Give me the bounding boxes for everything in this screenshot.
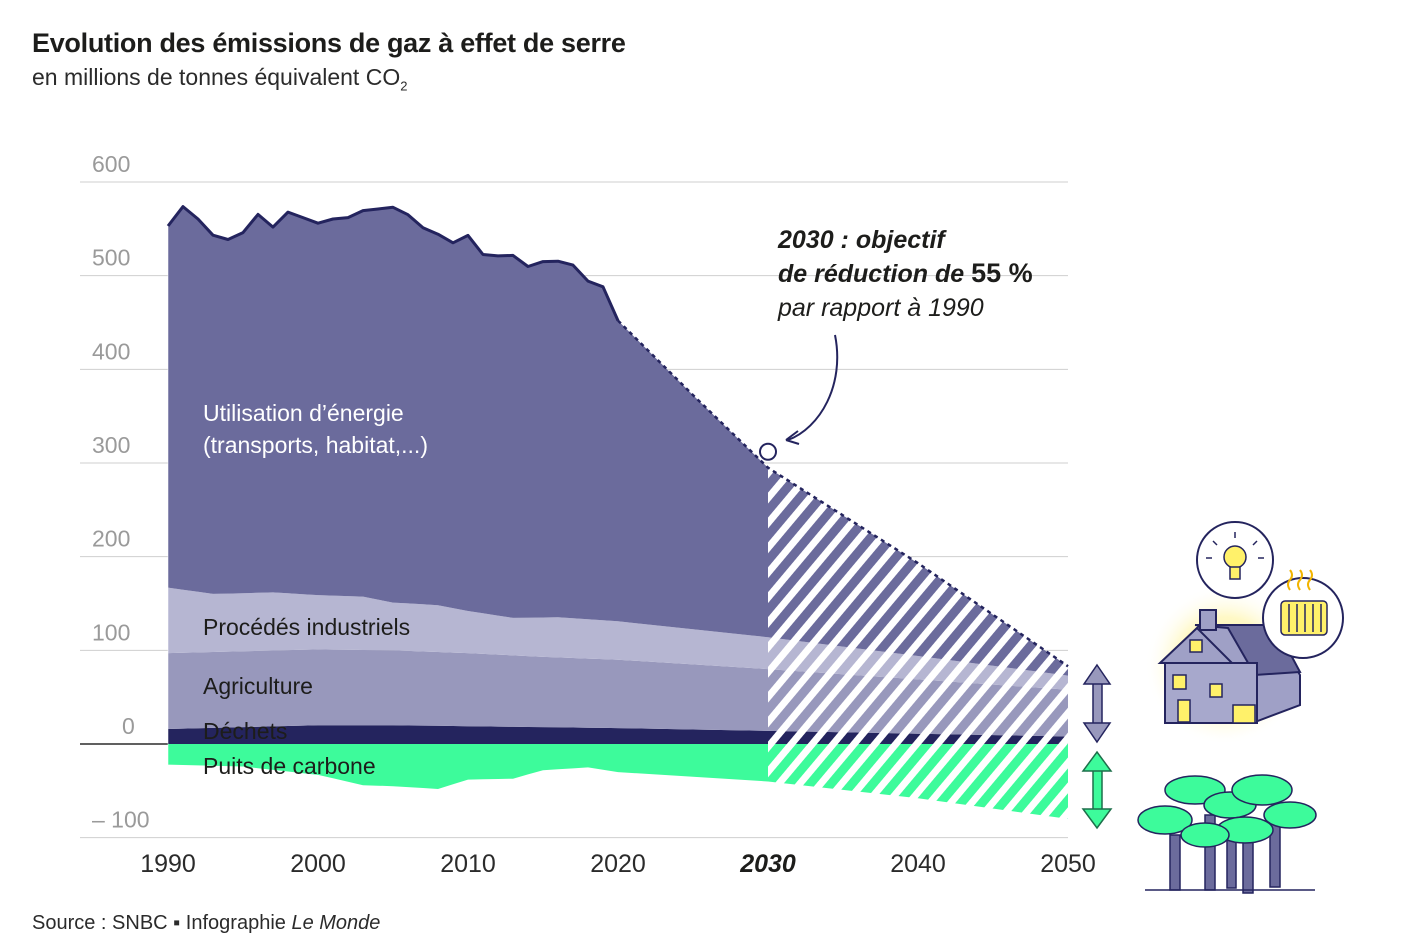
annotation-arrowhead	[785, 430, 800, 445]
subtitle-subscript: 2	[400, 78, 408, 94]
area-utilisation-energie-projection	[768, 467, 1068, 676]
label-utilisation-energie-detail: (transports, habitat,...)	[203, 432, 428, 458]
total-line-historical	[166, 205, 620, 322]
area-puits-de-carbone-projection	[768, 744, 1068, 819]
area-procedes-industriels	[168, 587, 768, 670]
annotation-pointer	[787, 334, 839, 441]
x-tick-label: 2020	[590, 850, 646, 878]
source-italic: Le Monde	[291, 912, 381, 934]
target-point-marker	[759, 442, 777, 461]
x-tick-label: 2050	[1040, 850, 1096, 878]
label-dechets: Déchets	[203, 718, 287, 744]
label-utilisation-energie: Utilisation d’énergie	[203, 400, 404, 426]
area-utilisation-energie	[168, 206, 768, 638]
annotation-value: 55 %	[971, 258, 1033, 288]
x-axis-ticks: 1990 2000 2010 2020 2030 2040 2050	[140, 850, 1096, 878]
y-tick-label: 0	[122, 713, 135, 739]
annotation-line2: de réduction de 55 %	[778, 258, 1033, 288]
total-line-projection	[617, 319, 1069, 668]
area-procedes-industriels-projection	[768, 637, 1068, 690]
y-tick-label: 400	[92, 338, 130, 364]
x-tick-label: 1990	[140, 850, 196, 878]
chart-title: Evolution des émissions de gaz à effet d…	[32, 28, 626, 58]
radiator-icon	[1262, 569, 1344, 659]
x-tick-label: 2010	[440, 850, 496, 878]
series-labels: Utilisation d’énergie (transports, habita…	[203, 400, 428, 779]
area-agriculture-projection	[768, 669, 1068, 737]
annotation: 2030 : objectif de réduction de 55 % par…	[777, 226, 1033, 445]
y-tick-label: 300	[92, 432, 130, 458]
lightbulb-icon	[1196, 521, 1274, 599]
chart-subtitle: en millions de tonnes équivalent CO2	[32, 64, 407, 94]
label-puits-de-carbone: Puits de carbone	[203, 753, 376, 779]
x-tick-label: 2040	[890, 850, 946, 878]
double-arrow-green-icon	[1081, 750, 1113, 830]
y-axis-ticks: 600 500 400 300 200 100 0 – 100	[92, 151, 150, 833]
area-puits-de-carbone	[168, 744, 768, 789]
annotation-line2-prefix: de réduction de	[778, 260, 971, 288]
label-agriculture: Agriculture	[203, 673, 313, 699]
area-dechets	[168, 725, 768, 744]
y-tick-label: 600	[92, 151, 130, 177]
area-dechets-projection	[768, 730, 1068, 744]
x-tick-label: 2000	[290, 850, 346, 878]
annotation-line1: 2030 : objectif	[777, 226, 947, 254]
label-procedes-industriels: Procédés industriels	[203, 614, 410, 640]
subtitle-text: en millions de tonnes équivalent CO	[32, 64, 401, 90]
y-tick-label: 500	[92, 245, 130, 271]
area-agriculture	[168, 649, 768, 731]
total-outline	[166, 205, 1069, 765]
annotation-line3: par rapport à 1990	[777, 294, 984, 322]
y-tick-label: – 100	[92, 807, 150, 833]
source-text: Source : SNBC ▪ Infographie	[32, 912, 292, 934]
x-tick-label: 2030	[739, 850, 796, 878]
y-tick-label: 200	[92, 526, 130, 552]
double-arrow-purple-icon	[1082, 663, 1112, 744]
y-tick-label: 100	[92, 619, 130, 645]
stacked-areas	[168, 206, 1068, 819]
trees-icon	[1137, 774, 1317, 894]
source-credit: Source : SNBC ▪ Infographie Le Monde	[32, 912, 380, 935]
